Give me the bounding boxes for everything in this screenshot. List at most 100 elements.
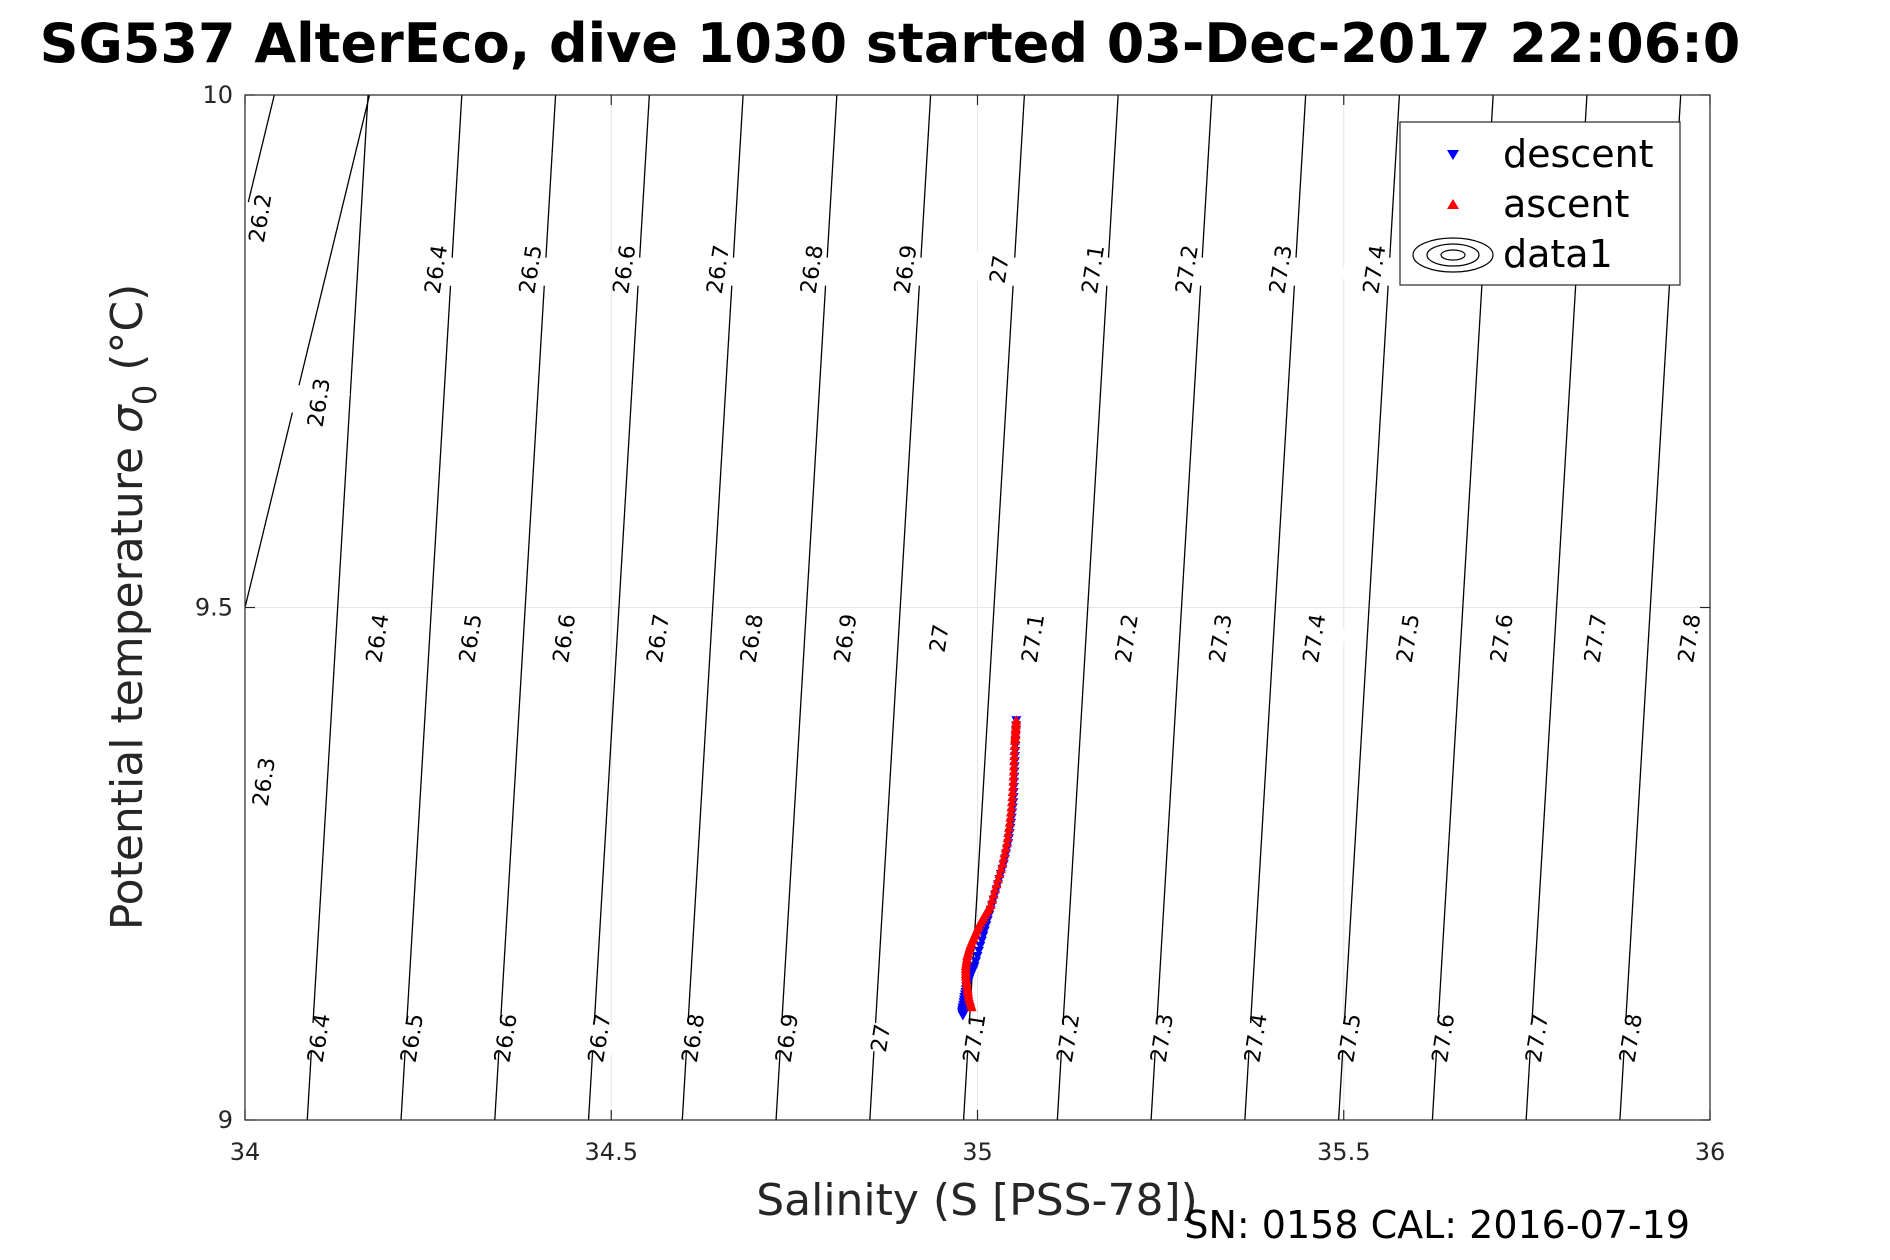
contour-label-mask: [848, 1019, 912, 1057]
x-tick-label: 34.5: [585, 1138, 638, 1166]
ascent-point: [990, 884, 1001, 894]
contour-label-mask: [660, 1019, 725, 1057]
contour-label-mask: [566, 1019, 631, 1057]
descent-point: [976, 936, 987, 946]
ascent-point: [998, 853, 1009, 863]
axis-ticks: 34 34.5 35 35.5 36 9 9.5 10: [195, 81, 1725, 1166]
contour-label-mask: [873, 250, 937, 288]
y-tick-label: 9: [218, 1106, 233, 1134]
contour-label-mask: [1341, 250, 1406, 288]
ascent-point: [1003, 822, 1014, 832]
contour-label-mask: [1248, 250, 1312, 288]
ascent-point: [999, 848, 1010, 858]
ascent-point: [1008, 766, 1019, 776]
x-tick-label: 35: [962, 1138, 993, 1166]
contour-label-mask: [1317, 1019, 1381, 1057]
contour-line-26.3: [245, 95, 371, 611]
contour-label-mask: [286, 383, 351, 422]
contour-label-mask: [591, 250, 656, 288]
contour-line-26.4: [306, 95, 369, 1120]
contour-label-mask: [438, 619, 502, 657]
contour-label-mask: [779, 250, 844, 288]
contour-label-mask: [1094, 619, 1159, 657]
ascent-point: [1008, 761, 1019, 771]
ascent-point: [987, 894, 998, 904]
ascent-point: [1004, 817, 1015, 827]
data-series: [957, 715, 1022, 1021]
ascent-point: [1008, 781, 1019, 791]
contour-label-mask: [231, 763, 296, 801]
ascent-point: [1002, 833, 1013, 843]
y-tick-label: 9.5: [195, 594, 233, 622]
y-axis-label-sigma: σ: [102, 404, 153, 433]
contour-label-mask: [227, 199, 292, 237]
ascent-point: [991, 879, 1002, 889]
descent-point: [971, 957, 982, 967]
ascent-point: [1008, 771, 1019, 781]
contour-label-mask: [498, 250, 562, 288]
contour-label-mask: [286, 1019, 351, 1057]
descent-point: [973, 946, 984, 956]
descent-point: [972, 952, 983, 961]
ascent-point: [988, 889, 999, 899]
contour-label-mask: [942, 1019, 1006, 1057]
legend-box: [1399, 121, 1681, 286]
contour-label-mask: [473, 1019, 537, 1057]
ascent-point: [985, 899, 996, 909]
legend-ascent-marker: [1447, 199, 1459, 209]
contour-label-mask: [1563, 619, 1627, 657]
chart-title: SG537 AlterEco, dive 1030 started 03-Dec…: [40, 12, 1741, 75]
y-axis-label-subscript: 0: [126, 385, 164, 405]
ascent-point: [1009, 751, 1020, 761]
y-axis-label-unit: (°C): [102, 284, 153, 385]
contour-label-mask: [1035, 1019, 1100, 1057]
ascent-point: [1000, 843, 1011, 853]
contour-label-mask: [1410, 1019, 1475, 1057]
contour-label-mask: [906, 619, 971, 657]
ascent-point: [993, 874, 1004, 884]
legend-contour-icon: [1412, 237, 1494, 273]
contour-label-mask: [379, 1019, 444, 1057]
contour-label-mask: [754, 1019, 819, 1057]
contour-label-mask: [625, 619, 690, 657]
legend-descent-marker: [1447, 150, 1459, 160]
contour-label-mask: [813, 619, 877, 657]
density-contour-labels: 26.226.326.326.4 26.5 26.6 26.7 26.8 26.9 27 27…: [227, 192, 1721, 1064]
contour-label-mask: [719, 619, 783, 657]
y-tick-label: 10: [202, 81, 233, 109]
contour-label-mask: [1129, 1019, 1194, 1057]
ascent-point: [995, 863, 1006, 873]
contour-label-mask: [1223, 1019, 1287, 1057]
contour-label-mask: [1281, 619, 1346, 657]
descent-point: [975, 941, 986, 951]
contour-label-mask: [1375, 619, 1440, 657]
contour-label: 27: [986, 254, 1015, 286]
contour-label-mask: [1000, 619, 1065, 657]
contour-label-mask: [1154, 250, 1219, 288]
ascent-point: [1008, 776, 1019, 786]
contour-label-mask: [345, 619, 409, 657]
ascent-point: [1007, 787, 1018, 796]
contour-label-mask: [966, 250, 1031, 288]
contour-label-mask: [403, 250, 468, 288]
legend-ascent-label: ascent: [1503, 182, 1629, 226]
ascent-point: [994, 869, 1005, 878]
contour-label-mask: [1598, 1019, 1662, 1057]
y-axis-label: Potential temperature σ0 (°C): [102, 284, 164, 931]
x-tick-label: 34: [230, 1138, 261, 1166]
ascent-point: [1007, 792, 1018, 802]
ascent-point: [997, 858, 1008, 868]
contour-label-mask: [685, 250, 750, 288]
ascent-point: [1009, 756, 1020, 766]
x-tick-label: 35.5: [1317, 1138, 1370, 1166]
y-axis-label-main: Potential temperature: [102, 433, 153, 930]
legend-descent-label: descent: [1503, 132, 1654, 176]
contour-label-mask: [1188, 619, 1252, 657]
ascent-point: [1005, 807, 1016, 817]
legend: descent ascent data1: [1399, 121, 1681, 286]
contour-label-mask: [531, 619, 596, 657]
contour-label-mask: [1469, 619, 1534, 657]
footer-serial-cal: SN: 0158 CAL: 2016-07-19: [1184, 1203, 1690, 1247]
ascent-point: [1006, 797, 1017, 807]
